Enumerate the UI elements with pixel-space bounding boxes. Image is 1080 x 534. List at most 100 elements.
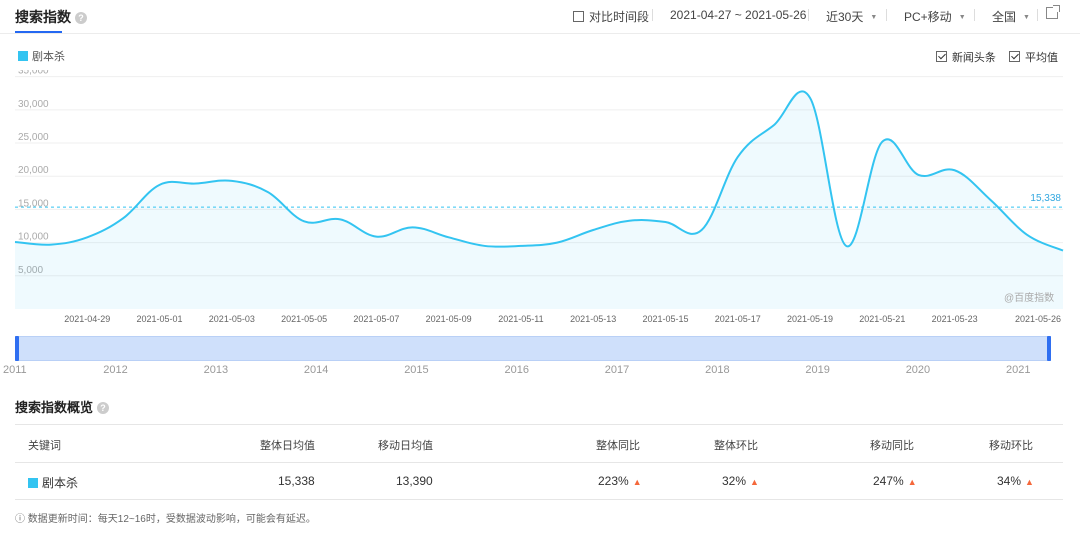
divider	[1037, 9, 1038, 21]
external-link-icon[interactable]	[1046, 5, 1060, 19]
arrow-up-icon: ▲	[750, 477, 759, 487]
x-tick-label: 2021-05-01	[137, 314, 183, 324]
keyword-text: 剧本杀	[42, 476, 79, 490]
period-value: 近30天	[826, 10, 864, 24]
chart-legend[interactable]: 剧本杀	[18, 48, 65, 64]
page-title: 搜索指数	[15, 9, 71, 25]
compare-period-label: 对比时间段	[589, 10, 650, 24]
slider-handle-right[interactable]	[1047, 336, 1051, 361]
y-tick-label: 25,000	[18, 132, 49, 143]
checkbox-checked-icon[interactable]	[935, 51, 947, 62]
overview-title: 搜索指数概览?	[15, 397, 110, 416]
table-divider	[15, 424, 1063, 425]
overall-yoy-value: 223%	[598, 474, 629, 488]
series-area	[15, 91, 1063, 309]
table-divider	[15, 499, 1063, 500]
timeline-year-label: 2014	[303, 364, 329, 376]
divider	[652, 9, 653, 21]
timeline-year-label: 2015	[404, 364, 429, 376]
timeline-year-label: 2018	[705, 364, 730, 376]
col-header-keyword: 关键词	[28, 440, 61, 452]
col-header-mobile-avg: 移动日均值	[378, 440, 433, 452]
x-tick-label: 2021-05-11	[498, 314, 543, 324]
col-header-overall-yoy: 整体同比	[596, 440, 640, 452]
period-dropdown[interactable]: 近30天 ▼	[826, 8, 877, 25]
x-tick-label: 2021-05-21	[859, 314, 905, 324]
chart-toggles: 新闻头条 平均值	[926, 49, 1058, 65]
active-tab-indicator	[15, 31, 62, 33]
average-toggle-label: 平均值	[1025, 52, 1058, 64]
mobile-yoy-cell: 247% ▲	[873, 474, 917, 488]
news-toggle[interactable]: 新闻头条	[935, 51, 996, 64]
x-tick-label: 2021-05-26	[1015, 314, 1061, 324]
col-header-overall-mom: 整体环比	[714, 440, 758, 452]
checkbox-icon[interactable]	[573, 11, 584, 22]
col-header-mobile-mom: 移动环比	[989, 440, 1033, 452]
x-tick-label: 2021-04-29	[64, 314, 110, 324]
divider	[886, 9, 887, 21]
timeline-year-label: 2016	[504, 364, 529, 376]
overall-mom-value: 32%	[722, 474, 747, 488]
divider	[974, 9, 975, 21]
x-tick-label: 2021-05-15	[642, 314, 688, 324]
timeline-year-label: 2012	[103, 364, 128, 376]
table-divider	[15, 462, 1063, 463]
series-line	[14, 90, 1064, 252]
x-tick-label: 2021-05-13	[570, 314, 616, 324]
watermark: @百度指数	[1004, 293, 1055, 304]
y-tick-label: 15,000	[18, 198, 49, 209]
help-icon[interactable]: ?	[97, 402, 110, 414]
arrow-up-icon: ▲	[1025, 477, 1034, 487]
checkbox-checked-icon[interactable]	[1009, 51, 1020, 62]
x-tick-label: 2021-05-03	[209, 314, 255, 324]
slider-handle-left[interactable]	[15, 336, 19, 361]
tab-search-index[interactable]: 搜索指数?	[15, 7, 87, 27]
mobile-avg-cell: 13,390	[396, 474, 433, 488]
col-header-overall-avg: 整体日均值	[260, 440, 315, 452]
timeline-year-label: 2013	[203, 364, 229, 376]
y-tick-label: 35,000	[18, 70, 49, 77]
x-tick-label: 2021-05-07	[353, 314, 399, 324]
timeline-year-label: 2019	[805, 364, 830, 376]
region-value: 全国	[992, 10, 1017, 24]
timeline-year-label: 2021	[1006, 364, 1031, 376]
help-icon[interactable]: ?	[75, 12, 87, 24]
y-tick-label: 10,000	[18, 232, 49, 243]
x-tick-label: 2021-05-19	[787, 314, 833, 324]
date-range-picker[interactable]: 2021-04-27 ~ 2021-05-26	[670, 8, 806, 22]
overall-avg-cell: 15,338	[278, 474, 315, 488]
overall-mom-cell: 32% ▲	[722, 474, 759, 488]
compare-period-checkbox[interactable]: 对比时间段	[573, 8, 649, 25]
average-label: 15,338	[1030, 193, 1061, 204]
y-tick-label: 20,000	[18, 165, 49, 176]
region-dropdown[interactable]: 全国 ▼	[992, 8, 1030, 25]
caret-down-icon: ▼	[1023, 14, 1030, 21]
keyword-cell[interactable]: 剧本杀	[28, 474, 78, 491]
update-note: ⓘ 数据更新时间：每天12~16时，受数据波动影响，可能会有延迟。	[15, 514, 316, 525]
mobile-mom-cell: 34% ▲	[997, 474, 1034, 488]
caret-down-icon: ▼	[958, 14, 966, 21]
caret-down-icon: ▼	[870, 14, 878, 21]
overview-title-text: 搜索指数概览	[15, 400, 94, 415]
news-toggle-label: 新闻头条	[951, 52, 996, 64]
timeline-slider[interactable]	[15, 336, 1051, 361]
arrow-up-icon: ▲	[632, 477, 642, 487]
x-tick-label: 2021-05-05	[281, 314, 327, 324]
keyword-swatch	[28, 478, 38, 488]
x-tick-label: 2021-05-17	[715, 314, 761, 324]
mobile-yoy-value: 247%	[873, 474, 904, 488]
header-bar: 搜索指数? 对比时间段 2021-04-27 ~ 2021-05-26 近30天…	[0, 0, 1080, 34]
timeline-year-label: 2020	[905, 364, 931, 376]
col-header-mobile-yoy: 移动同比	[870, 440, 914, 452]
y-tick-label: 5,000	[18, 265, 43, 276]
device-value: PC+移动	[904, 10, 952, 24]
mobile-mom-value: 34%	[997, 474, 1022, 488]
timeline-year-label: 2011	[3, 364, 27, 376]
device-dropdown[interactable]: PC+移动 ▼	[904, 8, 966, 25]
search-index-chart: 5,000 10,000 15,000 20,000 25,000 30,000 35,00…	[14, 70, 1064, 324]
x-tick-label: 2021-05-09	[426, 314, 472, 324]
legend-swatch	[18, 51, 28, 61]
arrow-up-icon: ▲	[907, 477, 917, 487]
average-toggle[interactable]: 平均值	[1009, 51, 1058, 64]
timeline-year-label: 2017	[604, 364, 630, 376]
